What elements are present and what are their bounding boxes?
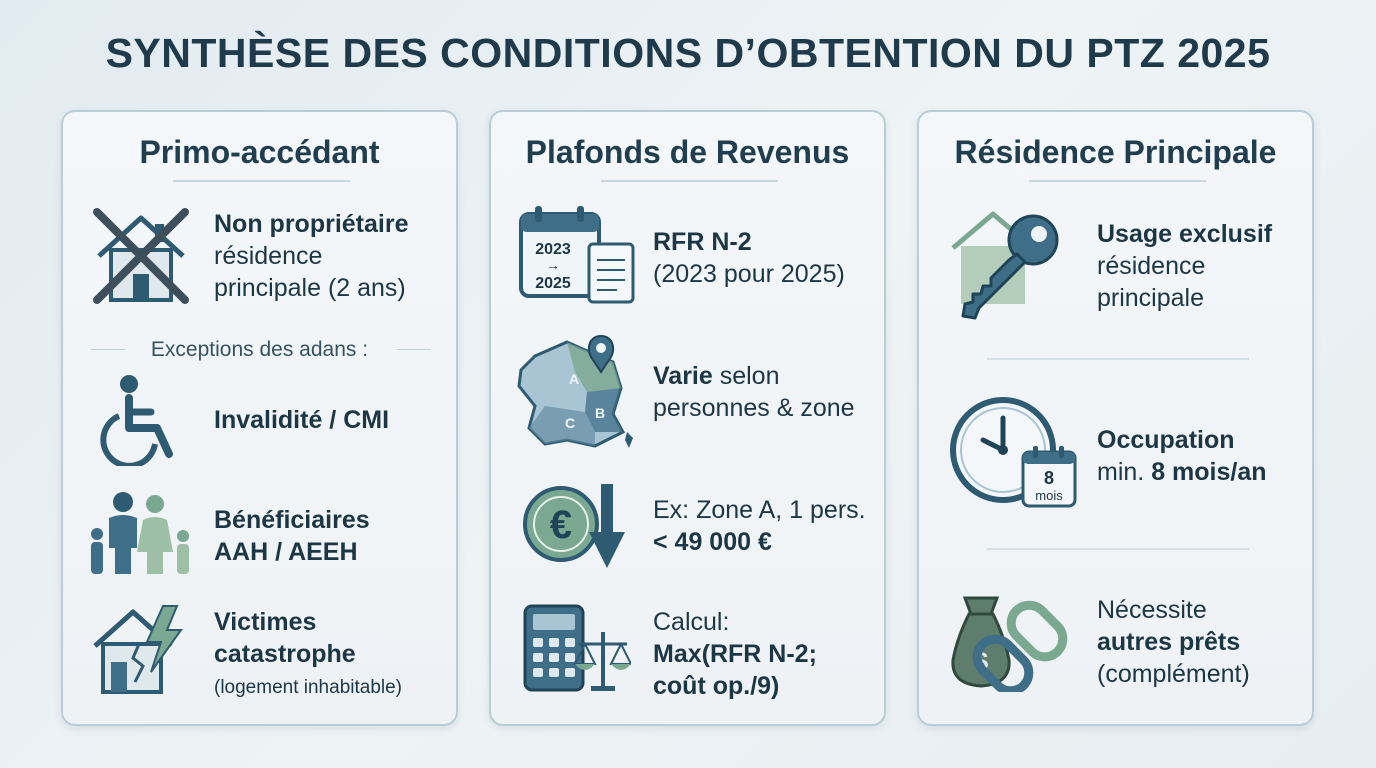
cal-arrow: → [546,257,560,273]
card-plafonds-revenus: Plafonds de Revenus 2023 → 2025 RFR N-2 … [489,110,886,726]
card-residence-principale: Résidence Principale Usage exclusif rési… [917,110,1314,726]
title-divider [601,180,778,182]
zone-c-label: C [565,415,575,431]
house-key-icon [951,211,1059,320]
page-title: SYNTHÈSE DES CONDITIONS D’OBTENTION DU P… [105,30,1271,76]
item-bold: Usage exclusif [1097,220,1273,248]
item-line1: Calcul: [653,608,730,636]
card-title: Primo-accédant [139,134,380,170]
cal-top: 2023 [535,241,571,258]
exceptions-rule-left [91,349,125,350]
title-divider [1029,180,1206,182]
moneybag-chain-icon: $ [951,596,1068,692]
calendar-document-icon: 2023 → 2025 [519,206,635,304]
cal-unit: mois [1035,488,1063,503]
item-bold2: Max(RFR N-2; [653,640,817,668]
item-bold: Occupation [1097,426,1235,454]
item-bold2: 8 mois/an [1151,458,1267,486]
cal-number: 8 [1044,468,1054,488]
section-divider [987,358,1249,360]
item-line2: résidence [214,242,323,270]
clock-calendar-icon: 8 mois [950,397,1077,508]
item-bold: Non propriétaire [214,210,409,238]
item-small: (logement inhabitable) [214,677,403,698]
card-primo-accedant: Primo-accédant Non propriétaire résidenc… [61,110,458,726]
item-bold2: AAH / AEEH [214,538,358,566]
item-bold: Invalidité / CMI [214,406,390,434]
svg-text:€: € [550,503,572,547]
item-line1: Ex: Zone A, 1 pers. [653,496,866,524]
item-bold: Varie [653,362,713,390]
zone-b-label: B [595,405,605,421]
item-line2: résidence [1097,252,1206,280]
item-line3: (complément) [1097,660,1250,688]
item-line3: principale [1097,284,1205,312]
item-bold2: autres prêts [1097,628,1241,656]
item-bold2: catastrophe [214,640,356,668]
section-divider [987,548,1249,550]
item-bold2: < 49 000 € [653,528,772,556]
item-line2: (2023 pour 2025) [653,260,845,288]
exceptions-rule-right [397,349,431,350]
france-map-icon: A B C [517,334,633,448]
item-line1: Nécessite [1097,596,1207,624]
item-rest: selon [712,362,780,390]
item-line3: principale (2 ans) [214,274,406,302]
calculator-scale-icon [523,604,631,692]
zone-a-label: A [569,371,579,387]
family-icon [91,492,189,574]
wheelchair-icon [100,375,173,466]
item-line2: personnes & zone [653,394,855,422]
item-bold: Bénéficiaires [214,506,370,534]
card-title: Résidence Principale [954,134,1277,170]
exceptions-label: Exceptions des adans : [150,338,369,361]
cal-bottom: 2025 [535,275,571,292]
item-bold: RFR N-2 [653,228,752,256]
card-title: Plafonds de Revenus [525,134,850,170]
crossed-house-icon [93,208,189,304]
item-bold: Victimes [214,608,317,636]
item-pre: min. [1097,458,1152,486]
damaged-house-icon [93,605,183,694]
title-divider [173,180,350,182]
euro-down-icon: € [523,484,625,568]
item-bold3: coût op./9) [653,672,780,700]
